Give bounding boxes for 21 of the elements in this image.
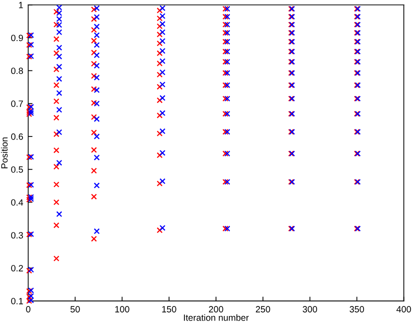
x-tick-label: 350 xyxy=(350,306,364,312)
x-tick-label: 100 xyxy=(115,306,130,312)
y-tick-label: 0.2 xyxy=(11,265,23,272)
x-tick-label: 250 xyxy=(256,306,270,312)
x-tick-label: 0 xyxy=(26,306,30,312)
y-tick-label: 0.4 xyxy=(11,199,24,206)
y-tick-label: 0.1 xyxy=(11,298,23,304)
x-axis-title: Iteration number xyxy=(184,314,249,321)
y-axis-title: Position xyxy=(1,137,8,168)
x-tick-label: 300 xyxy=(302,306,318,312)
y-tick-label: 1 xyxy=(19,2,23,8)
x-tick-label: 400 xyxy=(396,306,411,312)
y-tick-label: 0.8 xyxy=(11,68,23,74)
x-tick-label: 200 xyxy=(208,306,224,312)
y-tick-label: 0.3 xyxy=(11,232,23,239)
y-tick-label: 0.9 xyxy=(11,34,23,42)
x-tick-label: 150 xyxy=(162,306,176,312)
y-tick-label: 0.6 xyxy=(11,133,23,140)
y-tick-label: 0.5 xyxy=(11,166,23,173)
y-tick-label: 0.7 xyxy=(11,100,23,107)
x-tick-label: 50 xyxy=(70,306,80,312)
